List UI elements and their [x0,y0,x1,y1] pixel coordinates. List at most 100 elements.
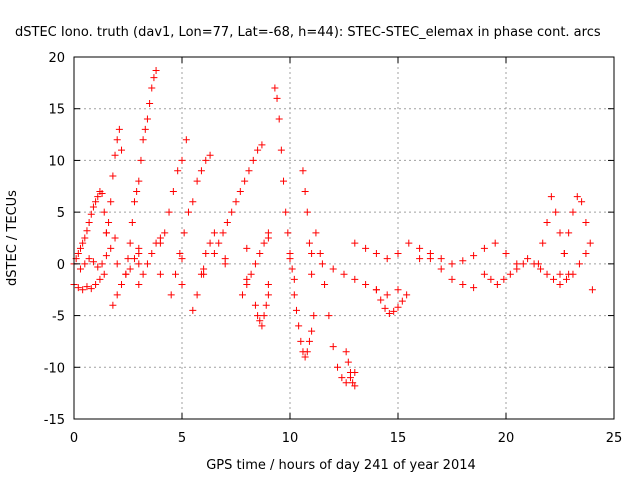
data-point [500,275,508,283]
data-point [539,239,547,247]
data-point [76,244,84,252]
data-point [206,151,214,159]
data-point [130,198,138,206]
data-point [321,281,329,289]
data-point [325,312,333,320]
data-point [305,337,313,345]
data-point [372,250,380,258]
data-point [344,358,352,366]
data-point [403,291,411,299]
data-point [148,250,156,258]
data-point [254,146,262,154]
data-point [215,239,223,247]
data-point [578,198,586,206]
data-point [111,151,119,159]
data-point [102,252,110,260]
data-point [547,193,555,201]
data-point [513,265,521,273]
data-point [256,317,264,325]
data-point [85,255,93,263]
tick-labels: 0 5 10 15 20 25 -15 -10 -5 0 5 10 15 20 [44,51,623,446]
series-18 [372,286,411,318]
x-tick-label: 15 [390,431,407,446]
data-point [275,115,283,123]
data-point [92,281,100,289]
data-point [556,281,564,289]
data-point [76,265,84,273]
data-point [582,218,590,226]
data-point [383,255,391,263]
data-point [223,218,231,226]
y-tick-label: 0 [57,258,65,273]
data-point [340,270,348,278]
series-25 [113,234,294,273]
data-point [111,234,119,242]
data-point [113,291,121,299]
data-point [74,284,82,292]
data-point [329,343,337,351]
data-point [448,275,456,283]
data-point [394,303,402,311]
data-point [346,368,354,376]
data-point [122,270,130,278]
data-point [575,260,583,268]
data-point [85,218,93,226]
x-tick-label: 10 [282,431,299,446]
data-point [254,312,262,320]
data-point [156,239,164,247]
series-24 [524,250,596,294]
data-point [506,270,514,278]
data-point [381,304,389,312]
data-point [588,286,596,294]
data-point [180,229,188,237]
data-point [135,281,143,289]
data-point [139,270,147,278]
data-point [308,270,316,278]
series-5 [109,244,143,309]
data-point [178,255,186,263]
data-point [238,291,246,299]
data-point [470,252,478,260]
data-point [565,229,573,237]
data-point [100,270,108,278]
data-point [152,66,160,74]
series-26 [135,260,272,289]
data-point [92,198,100,206]
data-point [543,270,551,278]
data-point [470,284,478,292]
data-point [256,250,264,258]
data-point [107,244,115,252]
data-point [556,270,564,278]
data-point [102,229,110,237]
data-point [502,250,510,258]
data-point [569,208,577,216]
series-22 [534,193,573,278]
data-point [178,281,186,289]
series-11 [251,291,272,330]
data-point [79,239,87,247]
data-point [303,348,311,356]
data-point [301,187,309,195]
y-axis-title: dSTEC / TECUs [5,190,20,286]
data-point [318,260,326,268]
data-point [98,190,106,198]
x-tick-label: 0 [70,431,78,446]
series-13 [290,291,318,361]
data-point [113,136,121,144]
data-point [573,193,581,201]
data-point [221,260,229,268]
data-points [70,66,596,390]
data-point [480,244,488,252]
x-axis-title: GPS time / hours of day 241 of year 2014 [206,458,476,473]
data-point [351,275,359,283]
data-point [135,250,143,258]
data-point [228,208,236,216]
data-point [437,265,445,273]
data-point [135,177,143,185]
data-point [143,115,151,123]
data-point [550,275,558,283]
data-point [74,250,82,258]
data-point [273,94,281,102]
data-point [172,270,180,278]
data-point [128,218,136,226]
